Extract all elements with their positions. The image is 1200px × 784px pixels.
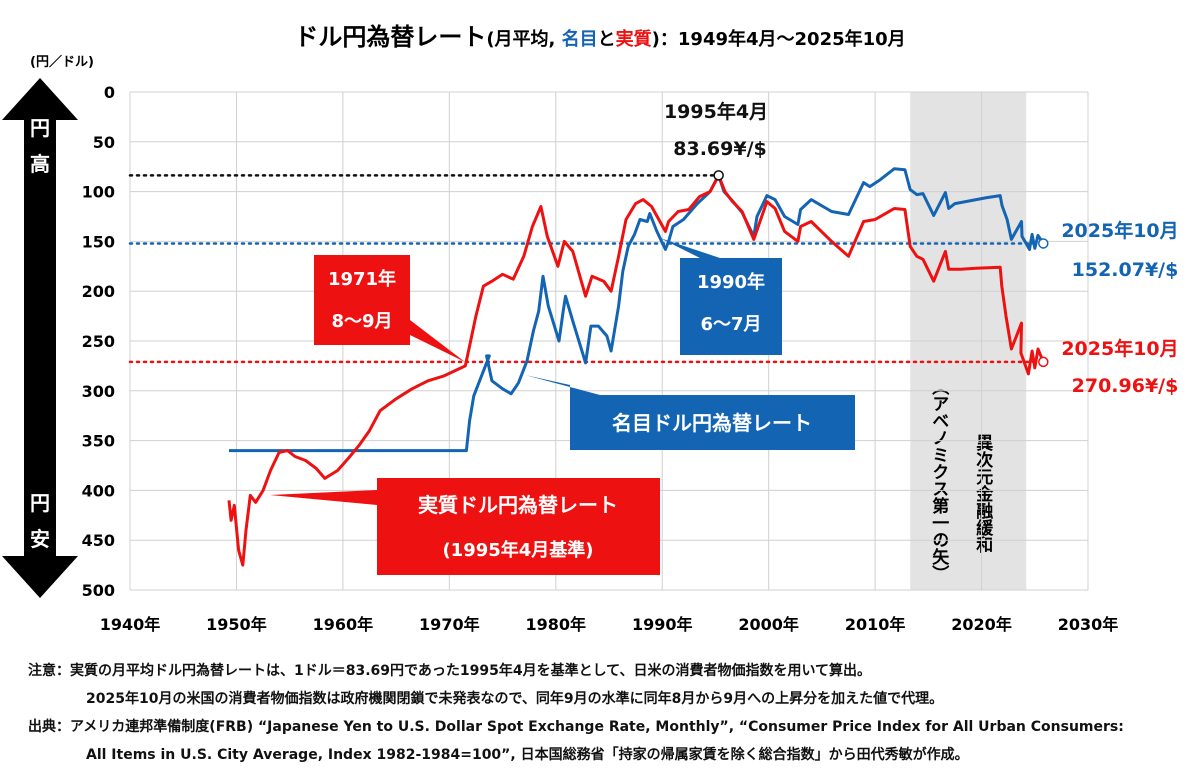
nominal-end-value: 152.07¥/$ (1072, 259, 1179, 281)
y-tick-label: 450 (82, 531, 115, 550)
peak-date-label: 1995年4月 (664, 100, 768, 123)
y-tick-label: 200 (82, 282, 115, 301)
note-line-2: 2025年10月の米国の消費者物価指数は政府機関閉鎖で未発表なので、同年9月の水… (86, 691, 944, 707)
x-tick-label: 2030年 (1058, 615, 1119, 634)
y-tick-label: 100 (82, 183, 115, 202)
callout-real-line1: 実質ドル円為替レート (418, 493, 618, 517)
callout-real (270, 478, 660, 575)
callout-1971-line1: 1971年 (328, 268, 396, 290)
x-tick-label: 2020年 (951, 615, 1012, 634)
real-end-value: 270.96¥/$ (1072, 375, 1179, 397)
x-tick-label: 1970年 (419, 615, 480, 634)
y-tick-label: 300 (82, 382, 115, 401)
callout-1990-line2: 6〜7月 (700, 314, 761, 335)
y-tick-label: 0 (104, 83, 115, 102)
y-tick-label: 500 (82, 581, 115, 600)
side-arrow: 円高 円安 (2, 78, 78, 598)
callout-nominal-label: 名目ドル円為替レート (612, 411, 812, 435)
callout-1971 (314, 255, 465, 362)
callout-1990 (660, 238, 782, 355)
chart-svg: （アベノミクス第一の矢） 異次元金融緩和 0 50 100 150 200 250 300 350… (2, 23, 1179, 634)
x-tick-label: 1990年 (632, 615, 693, 634)
yen-weak-label: 円安 (30, 491, 50, 551)
callout-1990-line1: 1990年 (697, 271, 765, 293)
x-tick-label: 2000年 (738, 615, 799, 634)
chart-title: ドル円為替レート(月平均, 名目と実質)：1949年4月〜2025年10月 (294, 23, 905, 51)
source-line-1: 出典：アメリカ連邦準備制度(FRB) “Japanese Yen to U.S.… (28, 719, 1124, 735)
y-tick-label: 250 (82, 332, 115, 351)
y-axis-label: (円／ドル) (30, 54, 94, 70)
callout-real-line2: (1995年4月基準) (442, 539, 593, 561)
note-line-1: 注意：実質の月平均ドル円為替レートは、1ドル＝83.69円であった1995年4月… (28, 663, 872, 679)
x-tick-label: 1980年 (526, 615, 587, 634)
callout-1971-line2: 8〜9月 (331, 311, 392, 332)
x-tick-label: 2010年 (845, 615, 906, 634)
end-point-marker (1038, 238, 1049, 249)
y-tick-label: 50 (93, 133, 115, 152)
x-tick-label: 1950年 (206, 615, 267, 634)
shaded-label-abenomics: （アベノミクス第一の矢） (928, 378, 949, 582)
x-tick-label: 1940年 (100, 615, 161, 634)
shaded-label-easing: 異次元金融緩和 (972, 434, 994, 554)
peak-value-label: 83.69¥/$ (673, 138, 766, 160)
nominal-end-date: 2025年10月 (1061, 219, 1178, 242)
real-end-date: 2025年10月 (1061, 337, 1178, 360)
y-tick-label: 350 (82, 432, 115, 451)
x-tick-label: 1960年 (313, 615, 374, 634)
y-tick-label: 150 (82, 232, 115, 251)
source-line-2: All Items in U.S. City Average, Index 19… (86, 747, 969, 763)
peak-marker (713, 170, 724, 181)
callout-nominal (525, 375, 855, 450)
yen-strong-label: 円高 (30, 116, 50, 176)
real-rate-line (227, 173, 1045, 567)
end-point-marker (1038, 356, 1049, 368)
y-tick-label: 400 (82, 481, 115, 500)
